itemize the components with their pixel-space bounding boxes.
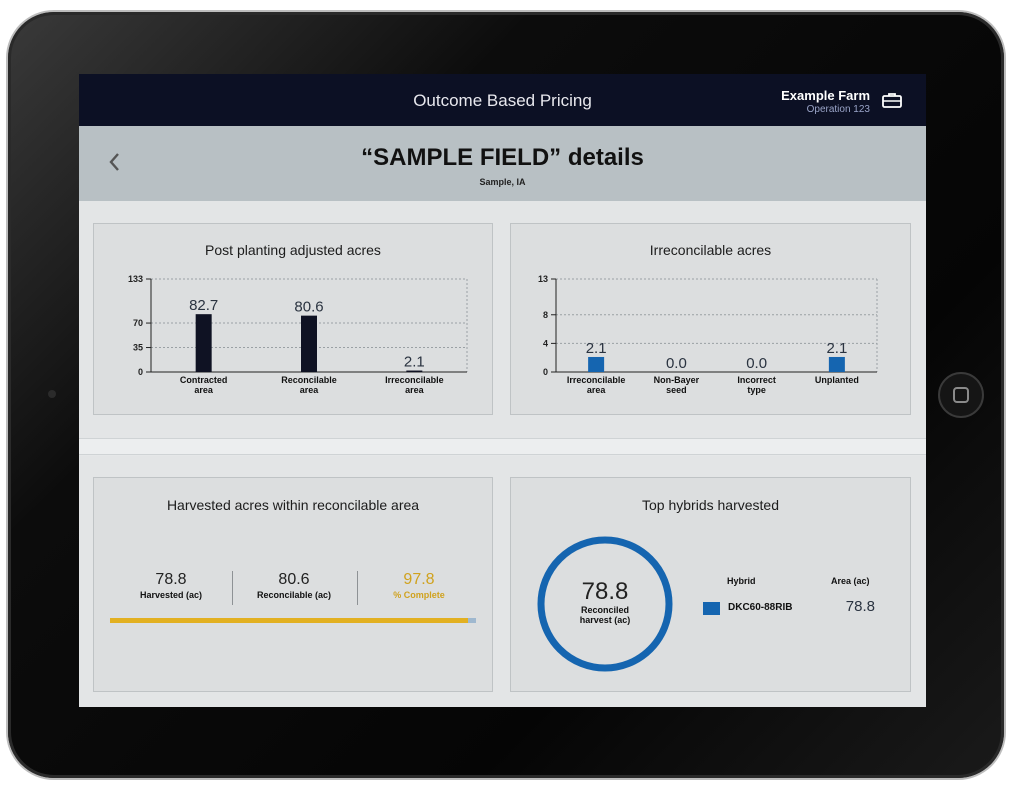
hybrid-name: DKC60-88RIB [728, 602, 793, 613]
y-tick-label: 133 [128, 274, 143, 284]
farm-name: Example Farm [781, 88, 870, 103]
y-tick-label: 13 [538, 274, 548, 284]
camera-lens [48, 390, 56, 398]
data-label: 2.1 [586, 340, 607, 357]
complete-value: 97.8 [403, 571, 435, 588]
donut-arc [537, 536, 673, 672]
app-title: Outcome Based Pricing [413, 91, 592, 110]
acres-section: Post planting adjusted acres 0 35 70 133 82.… [79, 201, 926, 438]
category-label: area [587, 385, 607, 395]
category-label: Reconcilable [281, 375, 337, 385]
donut-label: Reconciled harvest (ac) [535, 605, 675, 625]
reconcilable-label: Reconcilable (ac) [256, 590, 332, 600]
farm-selector[interactable]: Example Farm Operation 123 [781, 88, 870, 115]
bar [195, 314, 212, 372]
y-tick-label: 4 [543, 338, 548, 348]
data-label: 0.0 [666, 355, 687, 372]
reconcilable-value: 80.6 [278, 571, 310, 588]
reconcilable-stat: 80.6 Reconcilable (ac) [233, 571, 355, 600]
harvest-progress-fill [110, 618, 468, 623]
y-tick-label: 0 [543, 367, 548, 377]
data-label: 2.1 [404, 354, 425, 371]
data-label: 2.1 [826, 340, 847, 357]
category-label: area [194, 385, 214, 395]
reconciled-donut-chart [537, 536, 673, 672]
app-screen: Outcome Based Pricing Example Farm Opera… [79, 74, 926, 707]
harvested-value: 78.8 [155, 571, 187, 588]
irreconcilable-card: Irreconcilable acres 0 4 8 13 2.1 Irreconcila… [510, 223, 911, 415]
bar [301, 315, 317, 372]
y-tick-label: 0 [138, 367, 143, 377]
bar [588, 356, 605, 372]
harvest-progress-bar [110, 618, 476, 623]
post-planting-card: Post planting adjusted acres 0 35 70 133 82.… [93, 223, 493, 415]
category-label: Irreconcilable [567, 375, 626, 385]
stat-divider [232, 571, 233, 605]
card-title: Top hybrids harvested [642, 497, 779, 513]
hybrid-column-header: Hybrid [727, 576, 756, 586]
data-label: 80.6 [294, 299, 323, 316]
category-label: Contracted [180, 375, 228, 385]
area-column-header: Area (ac) [831, 576, 870, 586]
home-square-icon [953, 387, 969, 403]
category-label: Incorrect [737, 375, 776, 385]
bar [828, 356, 845, 372]
harvested-stat: 78.8 Harvested (ac) [110, 571, 232, 600]
y-tick-label: 8 [543, 310, 548, 320]
data-label: 0.0 [746, 355, 767, 372]
section-divider [79, 438, 926, 455]
complete-stat: 97.8 % Complete [358, 571, 480, 600]
card-title: Harvested acres within reconcilable area [166, 497, 420, 513]
complete-label: % Complete [393, 590, 445, 600]
category-label: Irreconcilable [385, 375, 444, 385]
harvested-label: Harvested (ac) [139, 590, 203, 600]
category-label: type [747, 385, 766, 395]
category-label: Unplanted [815, 375, 859, 385]
donut-value: 78.8 [581, 578, 629, 605]
post-planting-chart: 0357013382.7Contractedarea80.6Reconcilab… [128, 274, 468, 395]
category-label: seed [666, 385, 687, 395]
briefcase-icon[interactable] [882, 92, 902, 108]
harvest-stats: 78.8 Harvested (ac) 80.6 Reconcilable (a… [110, 571, 478, 607]
card-title: Post planting adjusted acres [205, 242, 381, 258]
top-hybrids-card: Top hybrids harvested 78.8 Reconciled ha… [510, 477, 911, 692]
page-header: “SAMPLE FIELD” details Sample, IA [79, 126, 926, 201]
donut-label-line1: Reconciled [580, 605, 629, 615]
page-subtitle: Sample, IA [479, 177, 526, 187]
donut-label-line2: harvest (ac) [579, 615, 631, 625]
home-button[interactable] [938, 372, 984, 418]
category-label: area [405, 385, 425, 395]
chevron-left-icon[interactable] [105, 148, 125, 176]
stat-divider [357, 571, 358, 605]
category-label: area [300, 385, 320, 395]
operation-label: Operation 123 [806, 104, 870, 115]
data-label: 82.7 [189, 297, 218, 314]
harvested-card: Harvested acres within reconcilable area… [93, 477, 493, 692]
top-bar: Outcome Based Pricing Example Farm Opera… [79, 74, 926, 126]
bar [406, 370, 423, 372]
category-label: Non-Bayer [654, 375, 700, 385]
harvest-section: Harvested acres within reconcilable area… [79, 456, 926, 707]
card-title: Irreconcilable acres [649, 242, 772, 258]
hybrid-color-swatch [703, 602, 720, 615]
hybrid-area: 78.8 [845, 598, 875, 615]
y-tick-label: 70 [133, 318, 143, 328]
y-tick-label: 35 [133, 343, 143, 353]
page-title: “SAMPLE FIELD” details [361, 144, 644, 171]
